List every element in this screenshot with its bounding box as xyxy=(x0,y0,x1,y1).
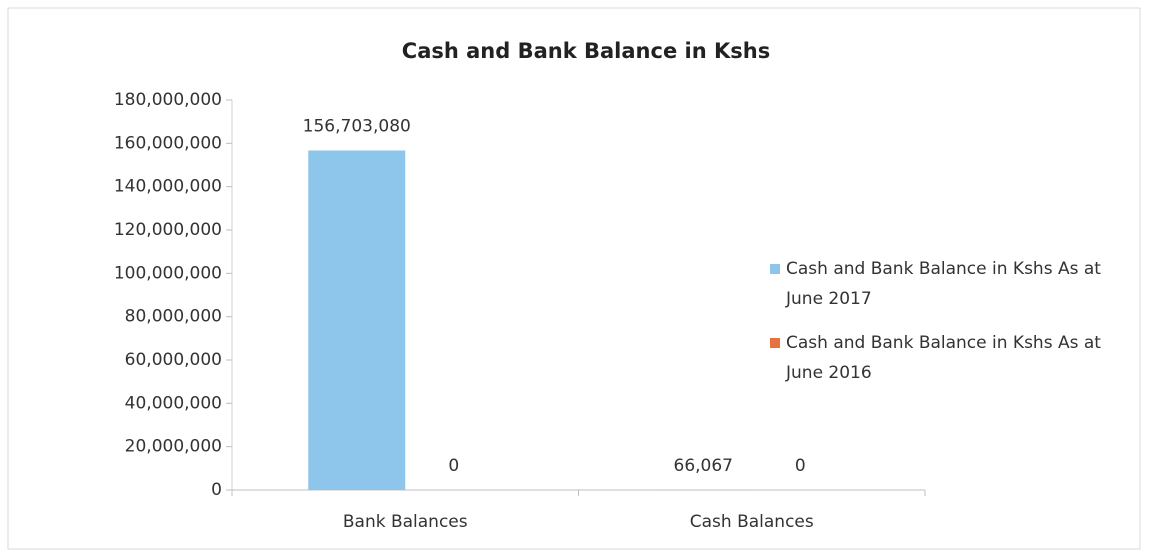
y-tick-label: 80,000,000 xyxy=(125,307,222,327)
chart-title: Cash and Bank Balance in Kshs xyxy=(402,39,770,63)
legend-item: Cash and Bank Balance in Kshs As at June… xyxy=(770,328,1142,388)
data-label: 0 xyxy=(795,456,806,476)
y-tick-label: 120,000,000 xyxy=(114,220,222,240)
y-tick-label: 20,000,000 xyxy=(125,437,222,457)
legend-swatch xyxy=(770,338,780,348)
data-label: 0 xyxy=(448,456,459,476)
data-label: 156,703,080 xyxy=(303,116,411,136)
legend-item: Cash and Bank Balance in Kshs As at June… xyxy=(770,254,1142,314)
y-tick-label: 160,000,000 xyxy=(114,133,222,153)
legend-label: Cash and Bank Balance in Kshs As at June… xyxy=(786,333,1101,383)
y-tick-label: 100,000,000 xyxy=(114,263,222,283)
bar xyxy=(308,150,406,490)
legend-swatch xyxy=(770,264,780,274)
y-tick-label: 40,000,000 xyxy=(125,393,222,413)
y-tick-label: 140,000,000 xyxy=(114,177,222,197)
chart-border xyxy=(7,7,1141,550)
legend-label: Cash and Bank Balance in Kshs As at June… xyxy=(786,259,1101,309)
y-tick-label: 180,000,000 xyxy=(114,90,222,110)
y-tick-label: 0 xyxy=(211,480,222,500)
legend: Cash and Bank Balance in Kshs As at June… xyxy=(770,254,1142,402)
x-tick-label: Cash Balances xyxy=(690,512,814,532)
x-tick-label: Bank Balances xyxy=(343,512,468,532)
data-label: 66,067 xyxy=(674,456,733,476)
y-tick-label: 60,000,000 xyxy=(125,350,222,370)
